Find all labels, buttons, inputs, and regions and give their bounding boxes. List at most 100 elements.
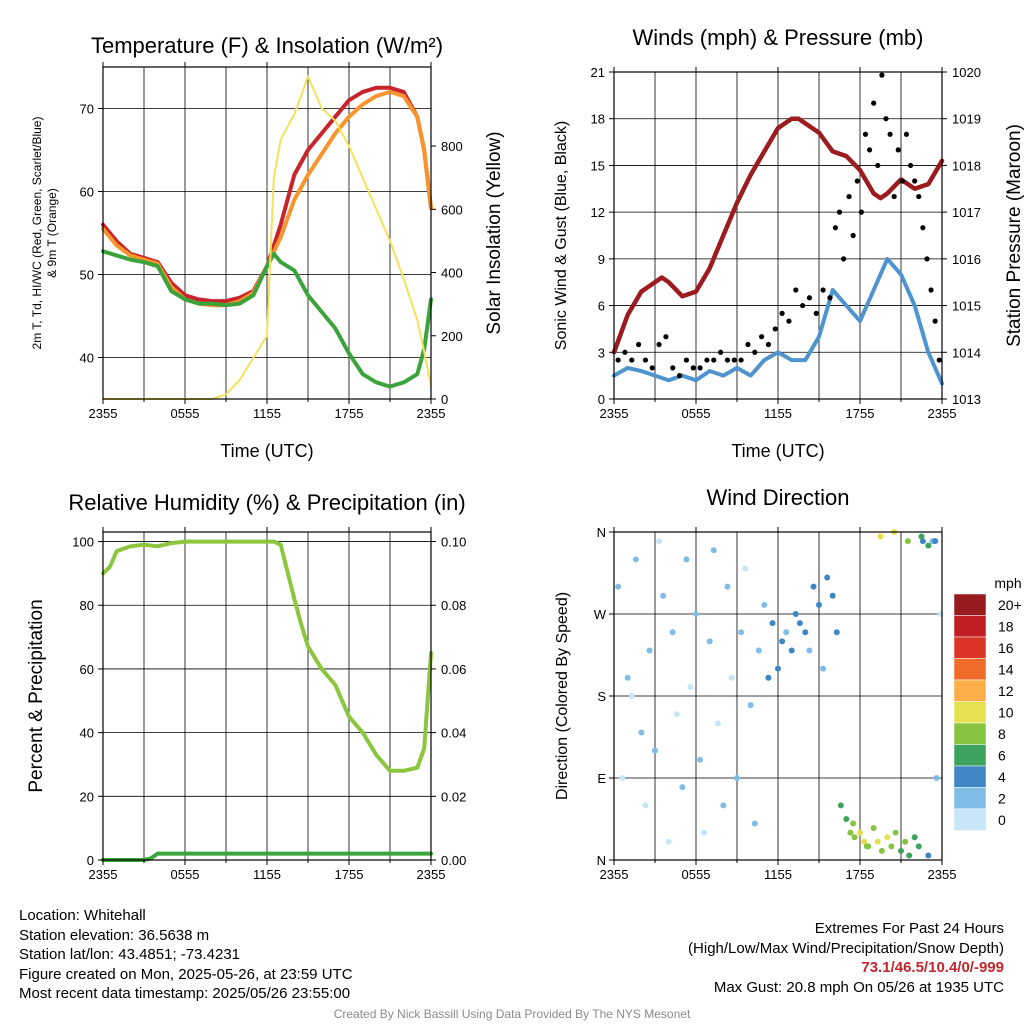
y2-tick-label: 0.00 (441, 853, 466, 868)
wind-direction-point (918, 533, 925, 540)
wind-direction-point (624, 674, 631, 681)
wind-direction-point (850, 820, 857, 827)
grid-lines (613, 531, 943, 861)
gust-point (677, 373, 683, 379)
wind-direction-point (824, 574, 831, 581)
y-tick-label: 80 (80, 598, 94, 613)
extremes-info: Extremes For Past 24 Hours (High/Low/Max… (688, 919, 1004, 997)
panel-1: Temperature (F) & Insolation (W/m²)2355 0… (30, 33, 505, 461)
wind-direction-point (820, 665, 827, 672)
gust-point (875, 162, 881, 169)
gust-point (704, 357, 710, 363)
wind-direction-point (765, 674, 772, 681)
y-axis-label: 2m T, Td, HI/WC (Red, Green, Scarlet/Blu… (30, 117, 44, 350)
wind-direction-point (783, 629, 790, 636)
y-tick-label: E (597, 771, 606, 786)
y2-tick-label: 800 (441, 139, 463, 154)
y2-tick-label: 1013 (952, 392, 981, 407)
legend-label: 16 (998, 640, 1014, 656)
y-tick-label: W (594, 607, 607, 622)
x-axis-label: Time (UTC) (731, 441, 824, 461)
wind-direction-point (619, 775, 626, 781)
gust-point (920, 225, 926, 231)
x-tick-label: 1155 (253, 406, 281, 421)
wind-direction-point (857, 829, 863, 836)
gust-point (903, 131, 910, 137)
extremes-keys: (High/Low/Max Wind/Precipitation/Snow De… (688, 939, 1004, 957)
wind-direction-point (673, 711, 680, 718)
wind-direction-point (851, 834, 858, 841)
wind-direction-point (652, 747, 658, 754)
y-axis-label: Percent & Precipitation (26, 599, 47, 792)
gust-point (765, 341, 772, 348)
gust-point (827, 295, 833, 301)
legend-swatch (953, 808, 987, 831)
wind-direction-point (775, 665, 781, 672)
wind-direction-point (706, 638, 713, 645)
y-tick-label: 60 (80, 185, 94, 200)
y-tick-label: 40 (80, 726, 94, 741)
wind-direction-point (747, 702, 754, 709)
y2-tick-label: 1014 (952, 345, 981, 360)
legend-swatch (953, 636, 987, 659)
y2-tick-label: 0.10 (441, 535, 466, 550)
y2-tick-label: 1017 (952, 205, 981, 220)
panel-title: Relative Humidity (%) & Precipitation (i… (68, 490, 465, 515)
y2-tick-label: 0.06 (441, 662, 466, 677)
y-tick-label: 0 (87, 853, 94, 868)
legend-swatch (953, 787, 987, 810)
wind-direction-point (843, 816, 850, 822)
y-axis-label-line-2: & 9m T (Orange) (45, 188, 59, 278)
wind-direction-point (898, 847, 904, 854)
wind-direction-point (792, 611, 799, 617)
wind-direction-point (861, 838, 868, 845)
y-tick-label: 18 (591, 112, 605, 127)
gust-point (907, 162, 914, 169)
extremes-values: 73.1/46.5/10.4/0/-999 (861, 959, 1004, 976)
wind-direction-point (628, 693, 635, 699)
gust-point (895, 147, 901, 153)
wind-direction-point (720, 802, 727, 809)
y2-tick-label: 400 (441, 266, 463, 281)
wind-direction-point (833, 629, 840, 636)
wind-direction-point (902, 838, 909, 845)
y2-tick-label: 1019 (952, 112, 981, 127)
gust-point (862, 131, 869, 137)
y2-axis-label: Solar Insolation (Yellow) (484, 131, 505, 334)
x-tick-label: 2355 (417, 867, 446, 882)
gust-point (846, 193, 852, 200)
wind-direction-point (884, 834, 891, 841)
y-tick-label: 0 (598, 392, 605, 407)
legend-swatch (953, 615, 987, 638)
y2-tick-label: 0.02 (441, 789, 466, 804)
legend-swatch (953, 765, 987, 788)
gust-point (850, 232, 856, 239)
wind-direction-point (816, 601, 822, 608)
legend-label: 8 (998, 726, 1006, 742)
y2-tick-label: 0 (441, 392, 448, 407)
panel-3: Relative Humidity (%) & Precipitation (i… (26, 490, 466, 882)
plot-data (615, 529, 944, 859)
x-tick-label: 2355 (928, 406, 957, 421)
gust-point (636, 341, 642, 348)
legend-swatch (953, 593, 987, 616)
extremes-title: Extremes For Past 24 Hours (814, 920, 1004, 937)
gust-point (656, 341, 662, 348)
wind-direction-point (937, 611, 944, 617)
y-tick-label: 40 (80, 351, 94, 366)
y2-tick-label: 1020 (952, 65, 981, 80)
ticks (98, 527, 436, 865)
wind-direction-point (687, 683, 694, 690)
figure-created: Figure created on Mon, 2025-05-26, at 23… (19, 965, 353, 983)
y-tick-label: 100 (72, 535, 94, 550)
wind-direction-point (888, 843, 895, 850)
gust-point (928, 287, 934, 293)
gust-point (642, 357, 649, 363)
legend-label: 4 (998, 769, 1006, 785)
gust-point (615, 357, 621, 363)
wind-direction-point (714, 720, 721, 727)
y-tick-label: 12 (591, 205, 605, 220)
x-tick-label: 0555 (171, 406, 200, 421)
panel-title: Temperature (F) & Insolation (W/m²) (91, 33, 443, 58)
x-tick-label: 0555 (682, 406, 711, 421)
